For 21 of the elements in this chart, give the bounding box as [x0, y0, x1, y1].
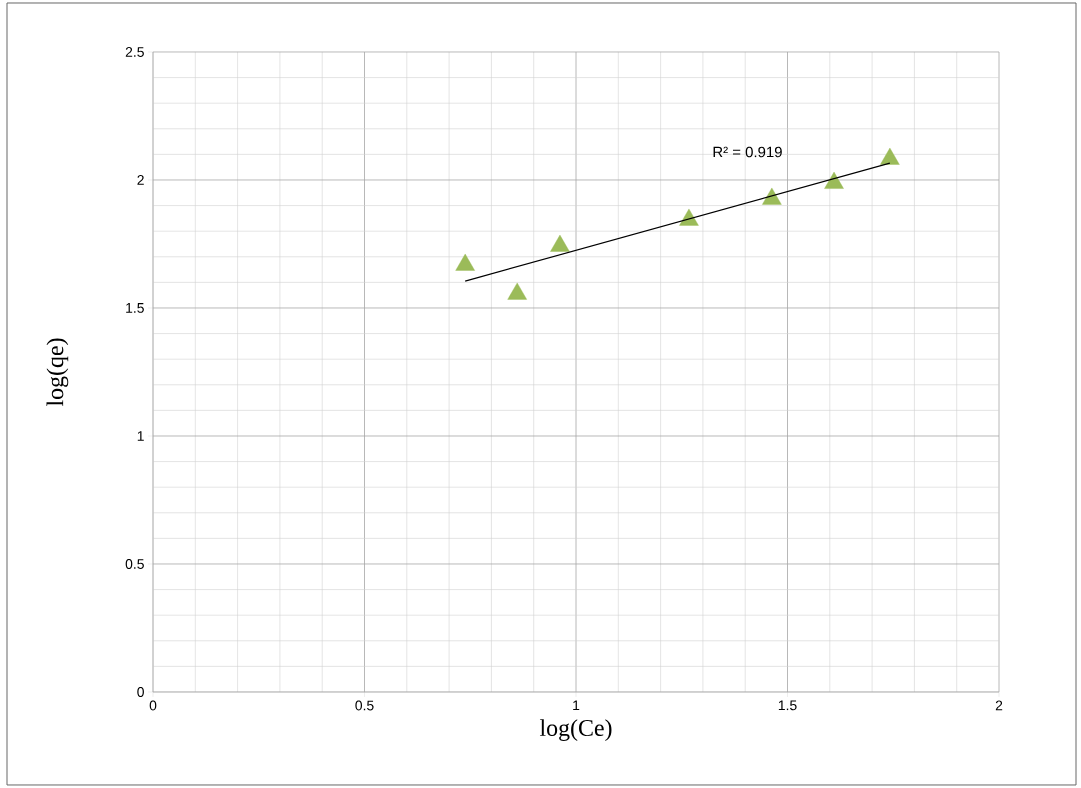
- y-tick-label: 0: [137, 687, 144, 697]
- point: [455, 253, 475, 271]
- point: [824, 171, 844, 189]
- y-tick-label: 1: [137, 431, 144, 441]
- x-tick-label: 1: [573, 700, 580, 711]
- point: [507, 282, 527, 300]
- x-tick-label: 0: [149, 700, 157, 711]
- x-tick-label: 0.5: [355, 700, 374, 711]
- point: [762, 187, 782, 205]
- point: [550, 234, 570, 252]
- y-axis-title: log(qe): [46, 338, 69, 407]
- x-axis-title: log(Ce): [539, 719, 612, 741]
- y-tick-label: 0.5: [125, 559, 144, 569]
- y-tick-label: 2: [137, 175, 144, 185]
- y-tick-label: 2.5: [125, 47, 144, 57]
- annotation: R² = 0.919: [713, 146, 782, 158]
- point: [679, 208, 699, 226]
- point: [880, 147, 900, 165]
- x-tick-label: 2: [995, 700, 1003, 711]
- x-tick-label: 1.5: [778, 700, 797, 711]
- y-tick-label: 1.5: [126, 303, 144, 313]
